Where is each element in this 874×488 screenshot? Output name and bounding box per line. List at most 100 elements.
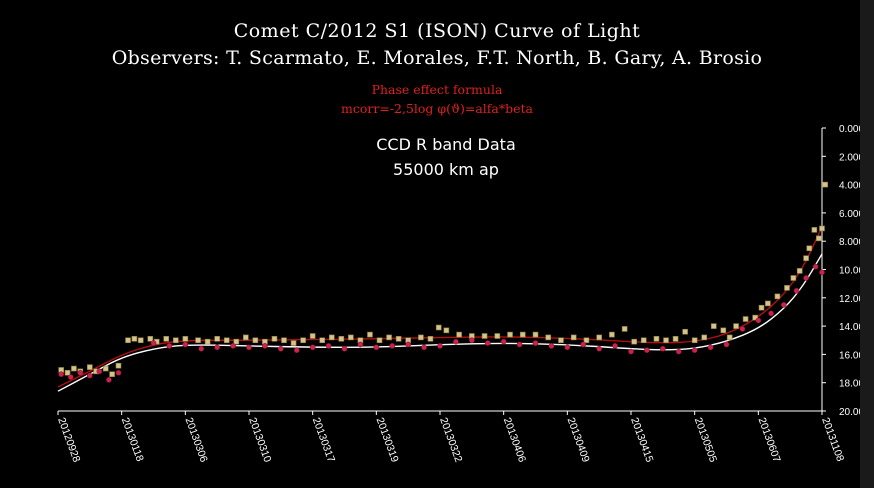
- data-point-series-b: [691, 347, 698, 354]
- y-tick-label: 8.000: [839, 237, 864, 248]
- data-point-series-b: [421, 344, 427, 351]
- y-tick-label: 0.000: [839, 124, 864, 135]
- data-point-series-b: [659, 345, 666, 352]
- y-tick-label: 12.000: [839, 294, 870, 305]
- data-point-series-b: [67, 374, 74, 380]
- chart-subtitle-observers: Observers: T. Scarmato, E. Morales, F.T.…: [111, 47, 763, 69]
- data-point-series-b: [580, 341, 587, 348]
- data-point-series-b: [182, 341, 189, 348]
- data-point-series-a: [309, 333, 316, 339]
- data-point-series-a: [109, 371, 115, 378]
- data-point-series-b: [564, 344, 571, 351]
- data-point-series-a: [507, 331, 513, 338]
- data-point-series-a: [443, 327, 450, 334]
- data-point-series-a: [456, 331, 462, 338]
- data-point-series-a: [545, 334, 552, 341]
- fit-curves: [57, 226, 823, 392]
- data-point-series-a: [796, 268, 803, 274]
- data-point-series-a: [214, 336, 220, 342]
- data-point-series-a: [418, 334, 424, 341]
- data-point-series-a: [726, 334, 733, 341]
- data-point-series-a: [742, 316, 749, 322]
- y-tick-label: 10.000: [839, 266, 870, 277]
- data-point-series-b: [341, 345, 348, 352]
- formula-title: Phase effect formula: [371, 82, 503, 97]
- data-point-series-a: [816, 235, 822, 242]
- data-point-series-b: [707, 344, 714, 351]
- data-point-series-a: [631, 338, 637, 345]
- x-tick-label: 20130319: [374, 416, 401, 464]
- data-point-series-b: [819, 269, 825, 276]
- x-tick-label: 20130310: [246, 416, 273, 464]
- data-point-series-b: [230, 343, 236, 349]
- data-point-series-b: [389, 343, 396, 349]
- data-point-series-b: [612, 343, 618, 349]
- data-point-series-a: [733, 323, 739, 329]
- data-point-series-b: [755, 317, 762, 324]
- y-tick-label: 14.000: [839, 322, 870, 333]
- data-point-series-b: [484, 340, 491, 346]
- data-point-series-a: [427, 336, 434, 342]
- data-point-series-a: [710, 323, 717, 329]
- data-point-series-a: [532, 331, 539, 338]
- data-point-series-b: [325, 343, 332, 349]
- data-point-series-a: [653, 336, 660, 342]
- data-point-series-b: [803, 275, 809, 281]
- data-point-series-a: [252, 337, 259, 344]
- x-tick-label: 20130607: [756, 416, 783, 464]
- data-point-series-a: [195, 337, 201, 344]
- data-point-series-a: [223, 337, 230, 344]
- data-point-series-b: [793, 287, 800, 294]
- data-point-series-b: [437, 343, 443, 349]
- data-point-series-a: [147, 336, 154, 342]
- data-point-series-a: [758, 304, 765, 311]
- data-point-series-a: [774, 293, 781, 300]
- data-point-series-a: [319, 337, 326, 344]
- data-point-series-b: [723, 341, 730, 348]
- y-tick-label: 20.000: [839, 407, 870, 418]
- data-point-series-a: [300, 337, 306, 344]
- data-point-series-a: [682, 328, 688, 335]
- data-point-series-b: [532, 340, 539, 346]
- data-point-series-a: [163, 336, 170, 342]
- data-point-series-b: [780, 302, 787, 308]
- data-point-series-a: [519, 331, 526, 338]
- data-point-series-b: [150, 340, 157, 346]
- data-point-series-a: [328, 334, 335, 341]
- data-note: CCD R band Data: [376, 135, 516, 154]
- data-point-series-a: [640, 337, 647, 344]
- data-point-series-b: [106, 377, 112, 383]
- data-point-series-a: [494, 333, 501, 339]
- data-point-series-a: [790, 275, 797, 281]
- data-point-series-b: [675, 348, 682, 355]
- data-point-series-a: [621, 326, 628, 332]
- data-point-series-b: [357, 341, 364, 348]
- formula-text: mcorr=-2,5log φ(ϑ)=alfa*beta: [341, 101, 533, 116]
- data-point-series-b: [405, 341, 412, 348]
- data-point-series-b: [96, 368, 103, 375]
- data-points: [58, 181, 828, 383]
- x-tick-label: 20130415: [628, 416, 655, 464]
- data-point-series-b: [277, 345, 284, 352]
- x-tick-label: 20130317: [310, 416, 337, 464]
- data-point-series-a: [125, 337, 131, 344]
- data-point-series-a: [71, 365, 77, 372]
- chart-title: Comet C/2012 S1 (ISON) Curve of Light: [233, 20, 641, 42]
- data-point-series-b: [166, 343, 173, 349]
- data-point-series-b: [628, 348, 634, 355]
- x-tick-label: 20120928: [55, 416, 82, 464]
- data-point-series-a: [64, 369, 71, 376]
- data-point-series-b: [246, 344, 252, 351]
- data-point-series-a: [131, 336, 138, 342]
- data-point-series-b: [768, 310, 774, 317]
- data-point-series-b: [500, 338, 507, 345]
- data-point-series-a: [806, 245, 813, 252]
- data-point-series-a: [701, 334, 708, 341]
- x-tick-label: 20131108: [819, 416, 846, 463]
- data-point-series-a: [204, 338, 211, 345]
- x-tick-label: 20130306: [183, 416, 210, 464]
- data-point-series-a: [281, 337, 287, 344]
- data-point-series-b: [262, 343, 268, 349]
- data-point-series-a: [811, 227, 818, 233]
